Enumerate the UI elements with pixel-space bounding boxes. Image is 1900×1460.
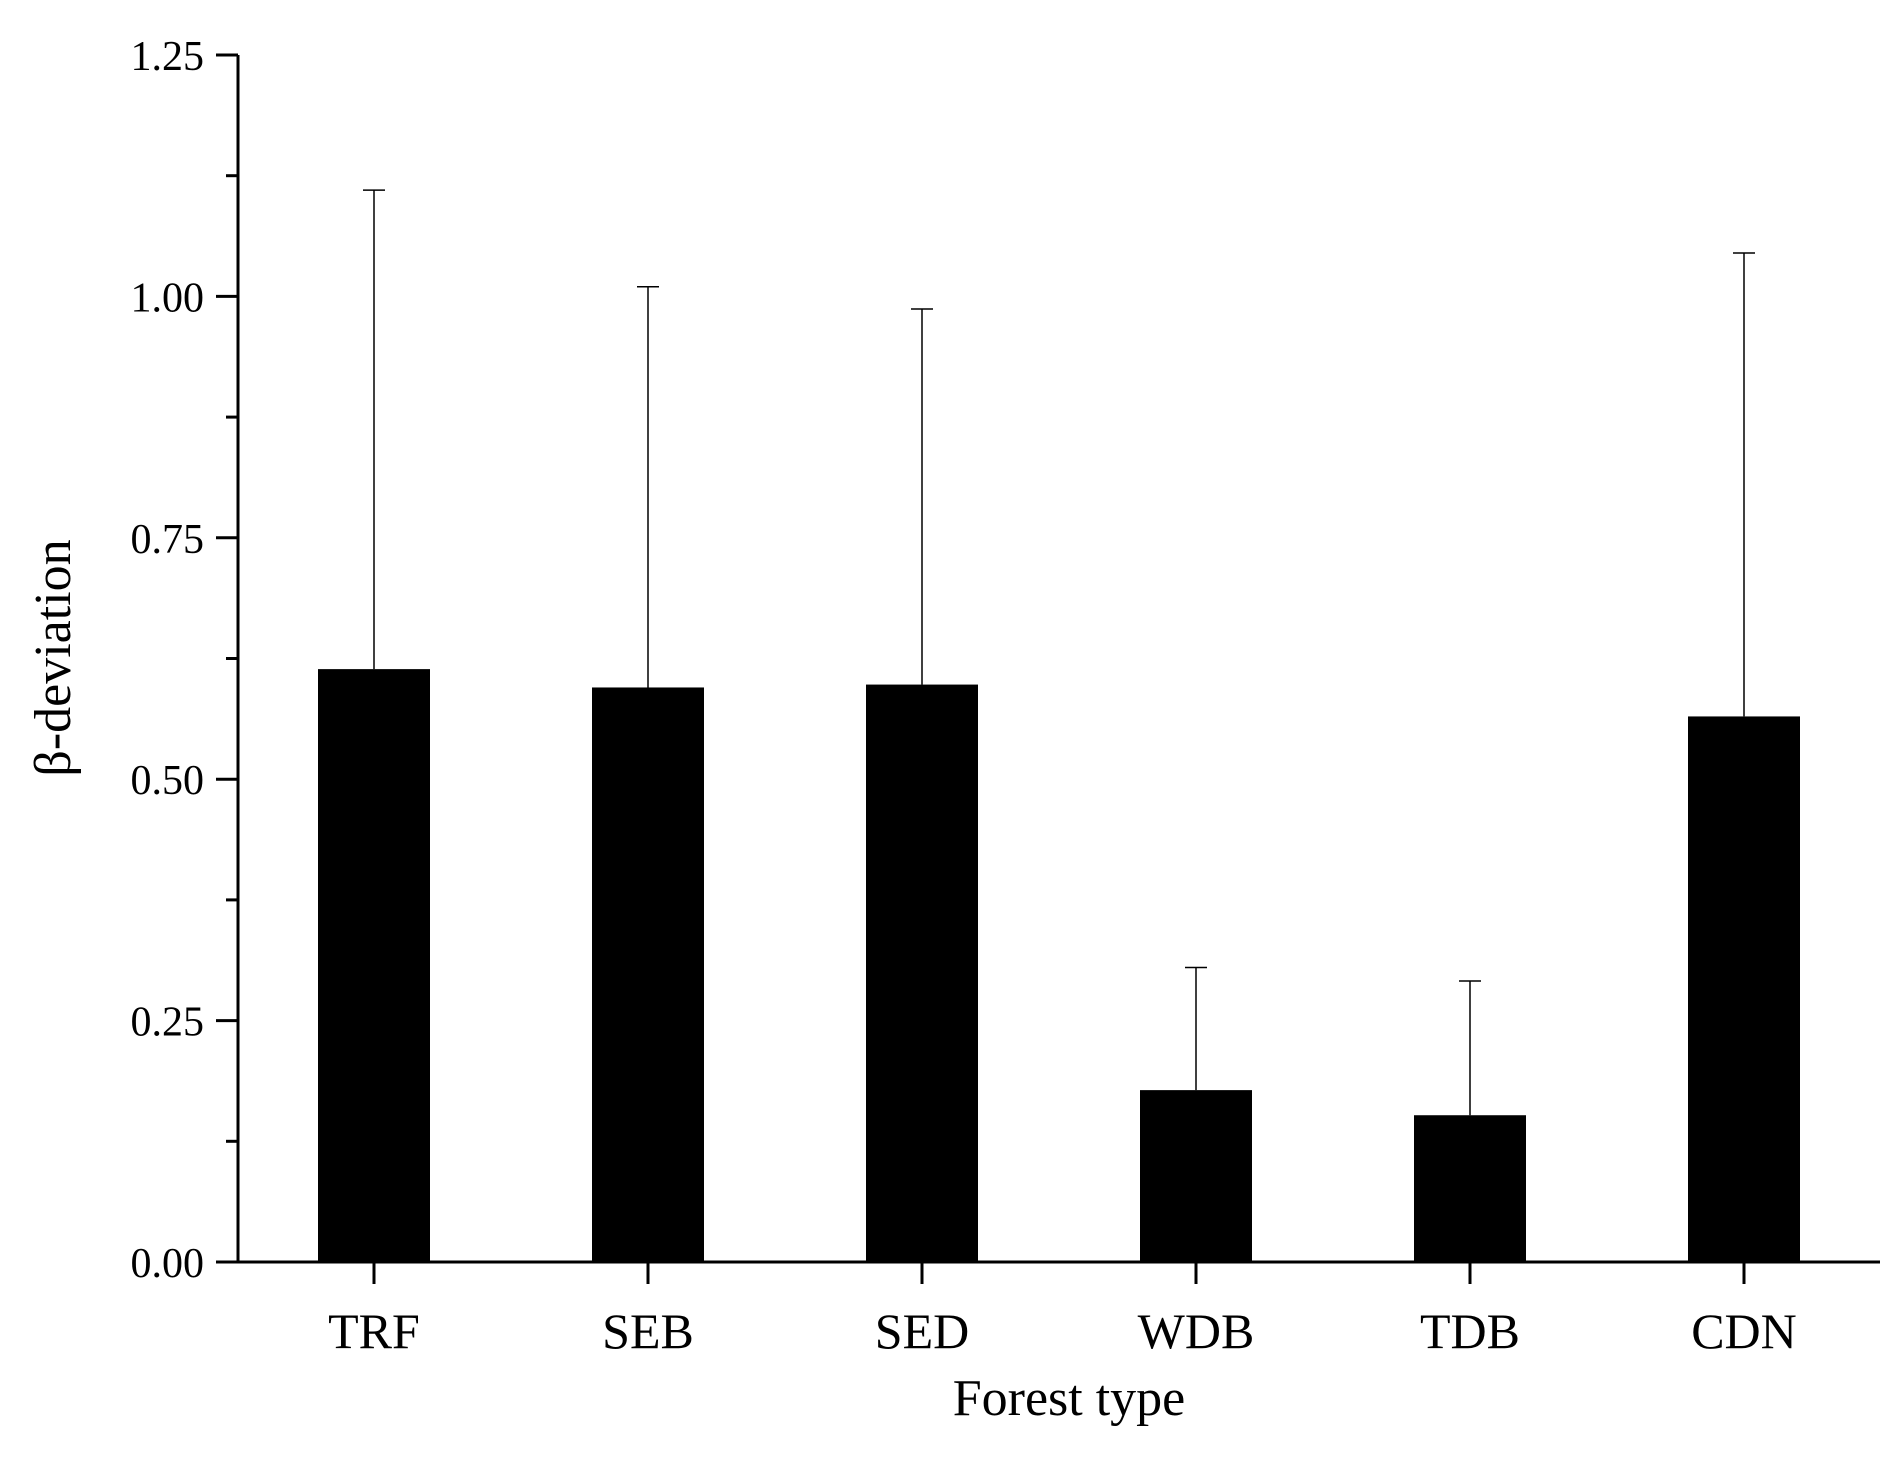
x-tick-label: CDN <box>1691 1303 1797 1359</box>
x-tick-label: SEB <box>602 1303 694 1359</box>
x-tick-label: WDB <box>1138 1303 1255 1359</box>
bar-sed <box>866 684 978 1262</box>
y-tick-label: 0.50 <box>131 758 205 804</box>
axes <box>236 55 1880 1264</box>
y-axis-title: β-deviation <box>25 539 82 776</box>
y-tick-label: 0.75 <box>131 517 205 563</box>
x-tick-label: TRF <box>328 1303 420 1359</box>
bars <box>318 669 1800 1262</box>
bar-seb <box>592 687 704 1262</box>
x-tick-label: SED <box>875 1303 969 1359</box>
y-tick-label: 1.25 <box>131 34 205 80</box>
bar-tdb <box>1414 1115 1526 1262</box>
bar-trf <box>318 669 430 1262</box>
error-bars <box>363 189 1755 1116</box>
bar-cdn <box>1688 716 1800 1262</box>
y-tick-label: 1.00 <box>131 275 205 321</box>
y-tick-label: 0.00 <box>131 1241 205 1287</box>
bar-wdb <box>1140 1090 1252 1262</box>
x-tick-label: TDB <box>1420 1303 1520 1359</box>
x-ticks: TRF SEB SED WDB TDB CDN <box>328 1262 1797 1359</box>
y-tick-label: 0.25 <box>131 1000 205 1046</box>
y-ticks: 0.00 0.25 0.50 0.75 1.00 1.25 <box>131 34 238 1287</box>
x-axis-title: Forest type <box>953 1370 1186 1427</box>
